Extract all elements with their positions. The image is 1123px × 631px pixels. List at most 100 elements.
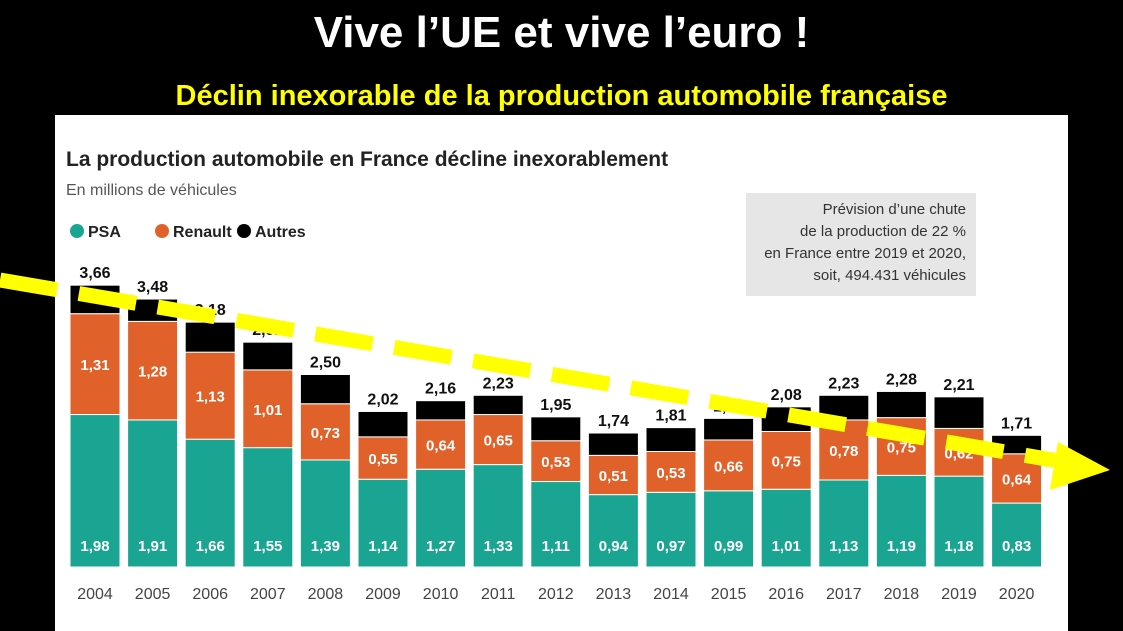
x-tick-label: 2006 [192, 586, 228, 603]
total-label: 2,16 [425, 381, 456, 398]
bar-psa-2011 [472, 464, 524, 568]
bar-renault-2015 [703, 439, 755, 492]
x-tick-label: 2015 [711, 586, 747, 603]
data-label-psa: 1,14 [368, 538, 398, 555]
data-label-psa: 1,98 [80, 538, 109, 555]
legend-marker-renault [155, 224, 169, 238]
bar-autres-2019 [933, 396, 985, 429]
data-label-psa: 1,33 [484, 538, 513, 555]
bar-renault-2009 [357, 436, 409, 480]
x-tick-label: 2016 [768, 586, 804, 603]
total-label: 3,48 [137, 279, 168, 296]
data-label-renault: 0,78 [829, 443, 858, 460]
data-label-psa: 0,97 [656, 538, 685, 555]
total-label: 2,08 [771, 387, 802, 404]
x-tick-label: 2017 [826, 586, 862, 603]
bar-renault-2008 [299, 403, 351, 461]
data-label-renault: 1,28 [138, 364, 167, 381]
legend-label-autres: Autres [255, 224, 306, 241]
data-label-psa: 0,94 [599, 538, 629, 555]
bar-psa-2010 [415, 468, 467, 568]
bar-autres-2015 [703, 417, 755, 441]
data-label-psa: 1,19 [887, 538, 916, 555]
data-label-renault: 0,66 [714, 458, 743, 475]
bar-psa-2012 [530, 481, 582, 568]
bar-renault-2007 [242, 369, 294, 449]
data-label-psa: 1,55 [253, 538, 282, 555]
data-label-renault: 0,64 [1002, 471, 1032, 488]
total-label: 2,21 [943, 377, 974, 394]
bar-psa-2004 [69, 414, 121, 568]
data-label-psa: 1,27 [426, 538, 455, 555]
bar-psa-2008 [299, 459, 351, 568]
total-label: 1,71 [1001, 415, 1032, 432]
bar-renault-2005 [127, 320, 179, 421]
x-tick-label: 2007 [250, 586, 286, 603]
x-tick-label: 2019 [941, 586, 977, 603]
data-label-psa: 0,99 [714, 538, 743, 555]
x-tick-label: 2008 [308, 586, 344, 603]
data-label-renault: 0,75 [887, 439, 916, 456]
bar-autres-2014 [645, 427, 697, 453]
data-label-psa: 1,13 [829, 538, 858, 555]
bar-psa-2014 [645, 491, 697, 568]
data-label-renault: 1,01 [253, 402, 282, 419]
bar-psa-2015 [703, 490, 755, 568]
page-subtitle: Déclin inexorable de la production autom… [175, 80, 948, 112]
total-label: 1,74 [598, 413, 629, 430]
annotation-line: soit, 494.431 véhicules [813, 267, 966, 284]
data-label-renault: 1,13 [196, 389, 225, 406]
data-label-renault: 0,51 [599, 468, 628, 485]
x-tick-label: 2012 [538, 586, 574, 603]
bar-psa-2020 [991, 502, 1043, 568]
x-tick-label: 2004 [77, 586, 113, 603]
total-label: 1,95 [540, 397, 571, 414]
data-label-psa: 1,01 [772, 538, 801, 555]
bar-autres-2006 [184, 321, 236, 353]
chart-title: La production automobile en France décli… [66, 148, 668, 171]
legend-label-renault: Renault [173, 224, 232, 241]
bar-autres-2010 [415, 400, 467, 421]
bar-renault-2010 [415, 419, 467, 470]
bar-psa-2007 [242, 447, 294, 568]
bar-autres-2018 [875, 390, 927, 419]
bar-psa-2019 [933, 475, 985, 568]
x-tick-label: 2018 [884, 586, 920, 603]
x-tick-label: 2020 [999, 586, 1035, 603]
bar-autres-2009 [357, 410, 409, 438]
annotation-box [746, 193, 976, 296]
total-label: 2,02 [367, 391, 398, 408]
total-label: 2,28 [886, 371, 917, 388]
bar-psa-2017 [818, 479, 870, 568]
chart-subtitle: En millions de véhicules [66, 182, 237, 199]
bar-autres-2011 [472, 394, 524, 416]
annotation-line: en France entre 2019 et 2020, [764, 245, 966, 262]
data-label-renault: 0,65 [484, 433, 513, 450]
total-label: 3,66 [79, 265, 110, 282]
x-tick-label: 2013 [596, 586, 632, 603]
x-tick-label: 2011 [481, 586, 516, 603]
trend-arrow-line [0, 272, 1072, 471]
x-tick-label: 2009 [365, 586, 401, 603]
bar-psa-2013 [587, 494, 639, 568]
data-label-renault: 0,53 [656, 465, 685, 482]
bar-psa-2016 [760, 488, 812, 568]
data-label-renault: 0,64 [426, 438, 456, 455]
legend-marker-psa [70, 224, 84, 238]
total-label: 2,23 [828, 375, 859, 392]
bar-renault-2012 [530, 440, 582, 483]
legend-marker-autres [237, 224, 251, 238]
total-label: 2,50 [310, 355, 341, 372]
annotation-line: de la production de 22 % [800, 223, 966, 240]
data-label-renault: 1,31 [80, 357, 109, 374]
data-label-psa: 1,66 [196, 538, 225, 555]
legend-label-psa: PSA [88, 224, 121, 241]
page-title: Vive l’UE et vive l’euro ! [313, 8, 810, 57]
x-tick-label: 2005 [135, 586, 171, 603]
bar-renault-2011 [472, 414, 524, 466]
data-label-psa: 1,11 [542, 538, 570, 555]
data-label-renault: 0,75 [772, 453, 801, 470]
x-tick-label: 2010 [423, 586, 459, 603]
total-label: 2,23 [483, 375, 514, 392]
